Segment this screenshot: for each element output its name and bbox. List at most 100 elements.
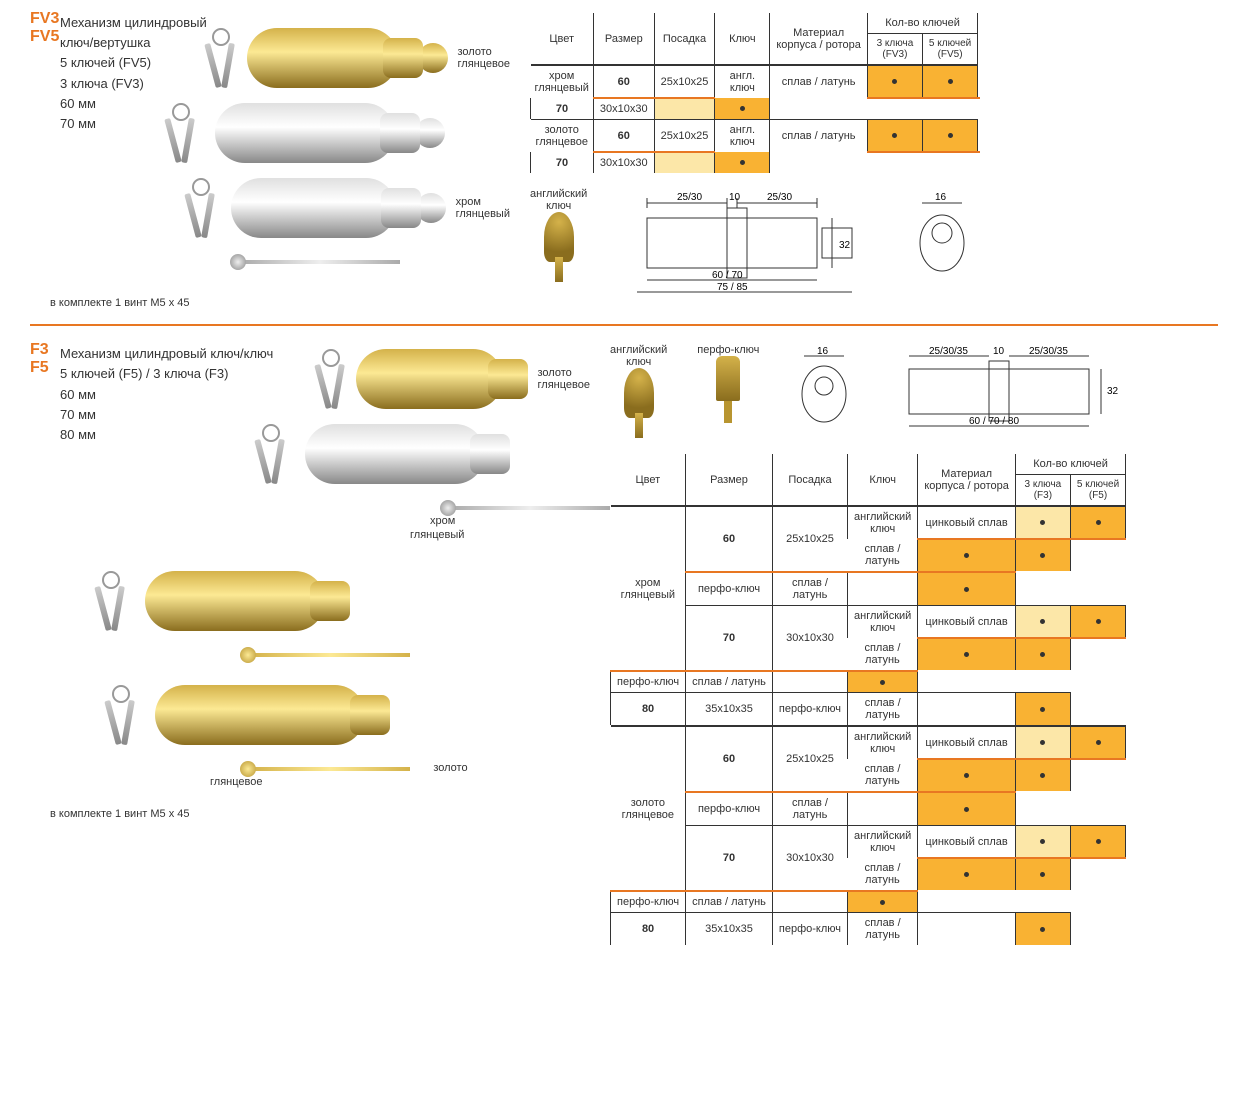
cell-fit: 25х10х25 bbox=[654, 65, 715, 97]
table-row: перфо-ключсплав / латунь bbox=[611, 792, 1126, 825]
cell-dot bbox=[1015, 759, 1070, 791]
dim-text: 16 bbox=[817, 346, 829, 357]
col-size: Размер bbox=[686, 454, 773, 506]
cell-material: цинковый сплав bbox=[918, 726, 1016, 758]
cell-dot bbox=[1015, 858, 1070, 890]
cell-key: перфо-ключ bbox=[611, 671, 686, 692]
cell-key: английский ключ bbox=[848, 726, 918, 759]
table-row: перфо-ключсплав / латунь bbox=[611, 671, 1126, 692]
cell-dot bbox=[1015, 506, 1070, 538]
cell-size: 60 bbox=[686, 726, 773, 791]
col-size: Размер bbox=[593, 13, 654, 65]
cell-dot bbox=[1015, 638, 1070, 670]
cell-key: перфо-ключ bbox=[611, 891, 686, 912]
cell-dot bbox=[848, 671, 918, 692]
col-key: Ключ bbox=[715, 13, 770, 65]
finish-label: золото глянцевое bbox=[538, 367, 590, 391]
cell-fit: 30х10х30 bbox=[772, 826, 847, 891]
english-key-icon bbox=[624, 368, 654, 418]
cell-key: перфо-ключ bbox=[772, 693, 847, 726]
cell-dot bbox=[848, 792, 918, 825]
cell-material: сплав / латунь bbox=[848, 858, 918, 890]
col-material: Материал корпуса / ротора bbox=[918, 454, 1016, 506]
cell-size: 60 bbox=[686, 506, 773, 571]
key-label: перфо-ключ bbox=[697, 344, 759, 356]
cell-key: перфо-ключ bbox=[686, 792, 773, 825]
cell-key: английский ключ bbox=[848, 606, 918, 639]
cell-dot bbox=[918, 792, 1016, 825]
col-color: Цвет bbox=[611, 454, 686, 506]
dim-text: 60 / 70 / 80 bbox=[969, 416, 1019, 427]
cell-material: сплав / латунь bbox=[686, 891, 773, 912]
kit-note: в комплекте 1 винт М5 х 45 bbox=[50, 808, 590, 820]
cell-dot bbox=[918, 638, 1016, 670]
cell-key: английский ключ bbox=[848, 826, 918, 859]
keys-icon bbox=[310, 349, 351, 409]
keys-icon bbox=[90, 571, 140, 631]
cell-dot bbox=[918, 759, 1016, 791]
section-divider bbox=[30, 324, 1218, 326]
cylinder-gold-icon bbox=[155, 685, 365, 745]
cell-key: перфо-ключ bbox=[686, 572, 773, 605]
cell-fit: 25х10х25 bbox=[654, 120, 715, 152]
spec-table: Цвет Размер Посадка Ключ Материал корпус… bbox=[530, 13, 980, 173]
spec-table: Цвет Размер Посадка Ключ Материал корпус… bbox=[610, 454, 1126, 945]
table-row: хром глянцевый6025х10х25английский ключц… bbox=[611, 506, 1126, 538]
dim-text: 75 / 85 bbox=[717, 282, 748, 293]
cell-fit: 35х10х35 bbox=[686, 693, 773, 726]
cylinder-chrome-icon bbox=[231, 178, 396, 238]
cell-material: цинковый сплав bbox=[918, 606, 1016, 638]
cell-material: сплав / латунь bbox=[848, 693, 918, 726]
cell-material: сплав / латунь bbox=[770, 120, 868, 153]
screw-icon bbox=[250, 767, 410, 771]
cell-dot bbox=[918, 913, 1016, 946]
product-images: золото глянцевое хром глянцевый в компле… bbox=[30, 13, 510, 309]
dim-text: 16 bbox=[935, 192, 947, 203]
keys-icon bbox=[180, 178, 226, 238]
section-fv: FV3 FV5 Механизм цилиндровый ключ/вертуш… bbox=[30, 10, 1218, 309]
key-label: английский ключ bbox=[530, 188, 587, 212]
cell-dot bbox=[1015, 826, 1070, 858]
cell-dot bbox=[1070, 826, 1125, 858]
dim-text: 60 / 70 bbox=[712, 270, 743, 281]
kit-note: в комплекте 1 винт М5 х 45 bbox=[50, 297, 510, 309]
cell-size: 70 bbox=[531, 152, 594, 173]
english-key-icon bbox=[544, 212, 574, 262]
dim-text: 25/30/35 bbox=[1029, 346, 1068, 357]
dim-text: 25/30 bbox=[677, 192, 702, 203]
cell-dot bbox=[1070, 726, 1125, 758]
dim-text: 10 bbox=[729, 192, 741, 203]
cell-fit: 25х10х25 bbox=[772, 726, 847, 791]
key-label: английский ключ bbox=[610, 344, 667, 368]
cylinder-gold-icon bbox=[145, 571, 325, 631]
cell-dot bbox=[1015, 726, 1070, 758]
table-row: 8035х10х35перфо-ключсплав / латунь bbox=[611, 913, 1126, 946]
cell-key: английский ключ bbox=[848, 506, 918, 539]
cell-material: сплав / латунь bbox=[772, 572, 847, 605]
cell-size: 70 bbox=[531, 98, 594, 119]
cell-dot bbox=[848, 891, 918, 912]
cell-dot bbox=[1015, 913, 1070, 946]
cell-dot bbox=[922, 120, 977, 152]
cell-dot bbox=[654, 152, 715, 173]
cell-color: золото глянцевое bbox=[611, 726, 686, 890]
col-fit: Посадка bbox=[772, 454, 847, 506]
cylinder-gold-icon bbox=[356, 349, 503, 409]
cell-material: цинковый сплав bbox=[918, 506, 1016, 538]
cell-dot bbox=[772, 671, 847, 692]
dimension-diagram: 25/30/35 10 25/30/35 32 60 / 70 / 80 bbox=[889, 344, 1119, 434]
cell-size: 70 bbox=[686, 606, 773, 671]
cell-fit: 25х10х25 bbox=[772, 506, 847, 571]
cell-fit: 30х10х30 bbox=[593, 98, 654, 119]
col-material: Материал корпуса / ротора bbox=[770, 13, 868, 65]
cell-material: сплав / латунь bbox=[772, 792, 847, 825]
cell-material: цинковый сплав bbox=[918, 826, 1016, 858]
screw-icon bbox=[450, 506, 610, 510]
cell-dot bbox=[918, 572, 1016, 605]
dim-text: 32 bbox=[839, 240, 851, 251]
cell-size: 80 bbox=[611, 913, 686, 946]
screw-icon bbox=[250, 653, 410, 657]
cell-dot bbox=[1015, 606, 1070, 638]
cell-dot bbox=[918, 693, 1016, 726]
cell-fit: 30х10х30 bbox=[593, 152, 654, 173]
